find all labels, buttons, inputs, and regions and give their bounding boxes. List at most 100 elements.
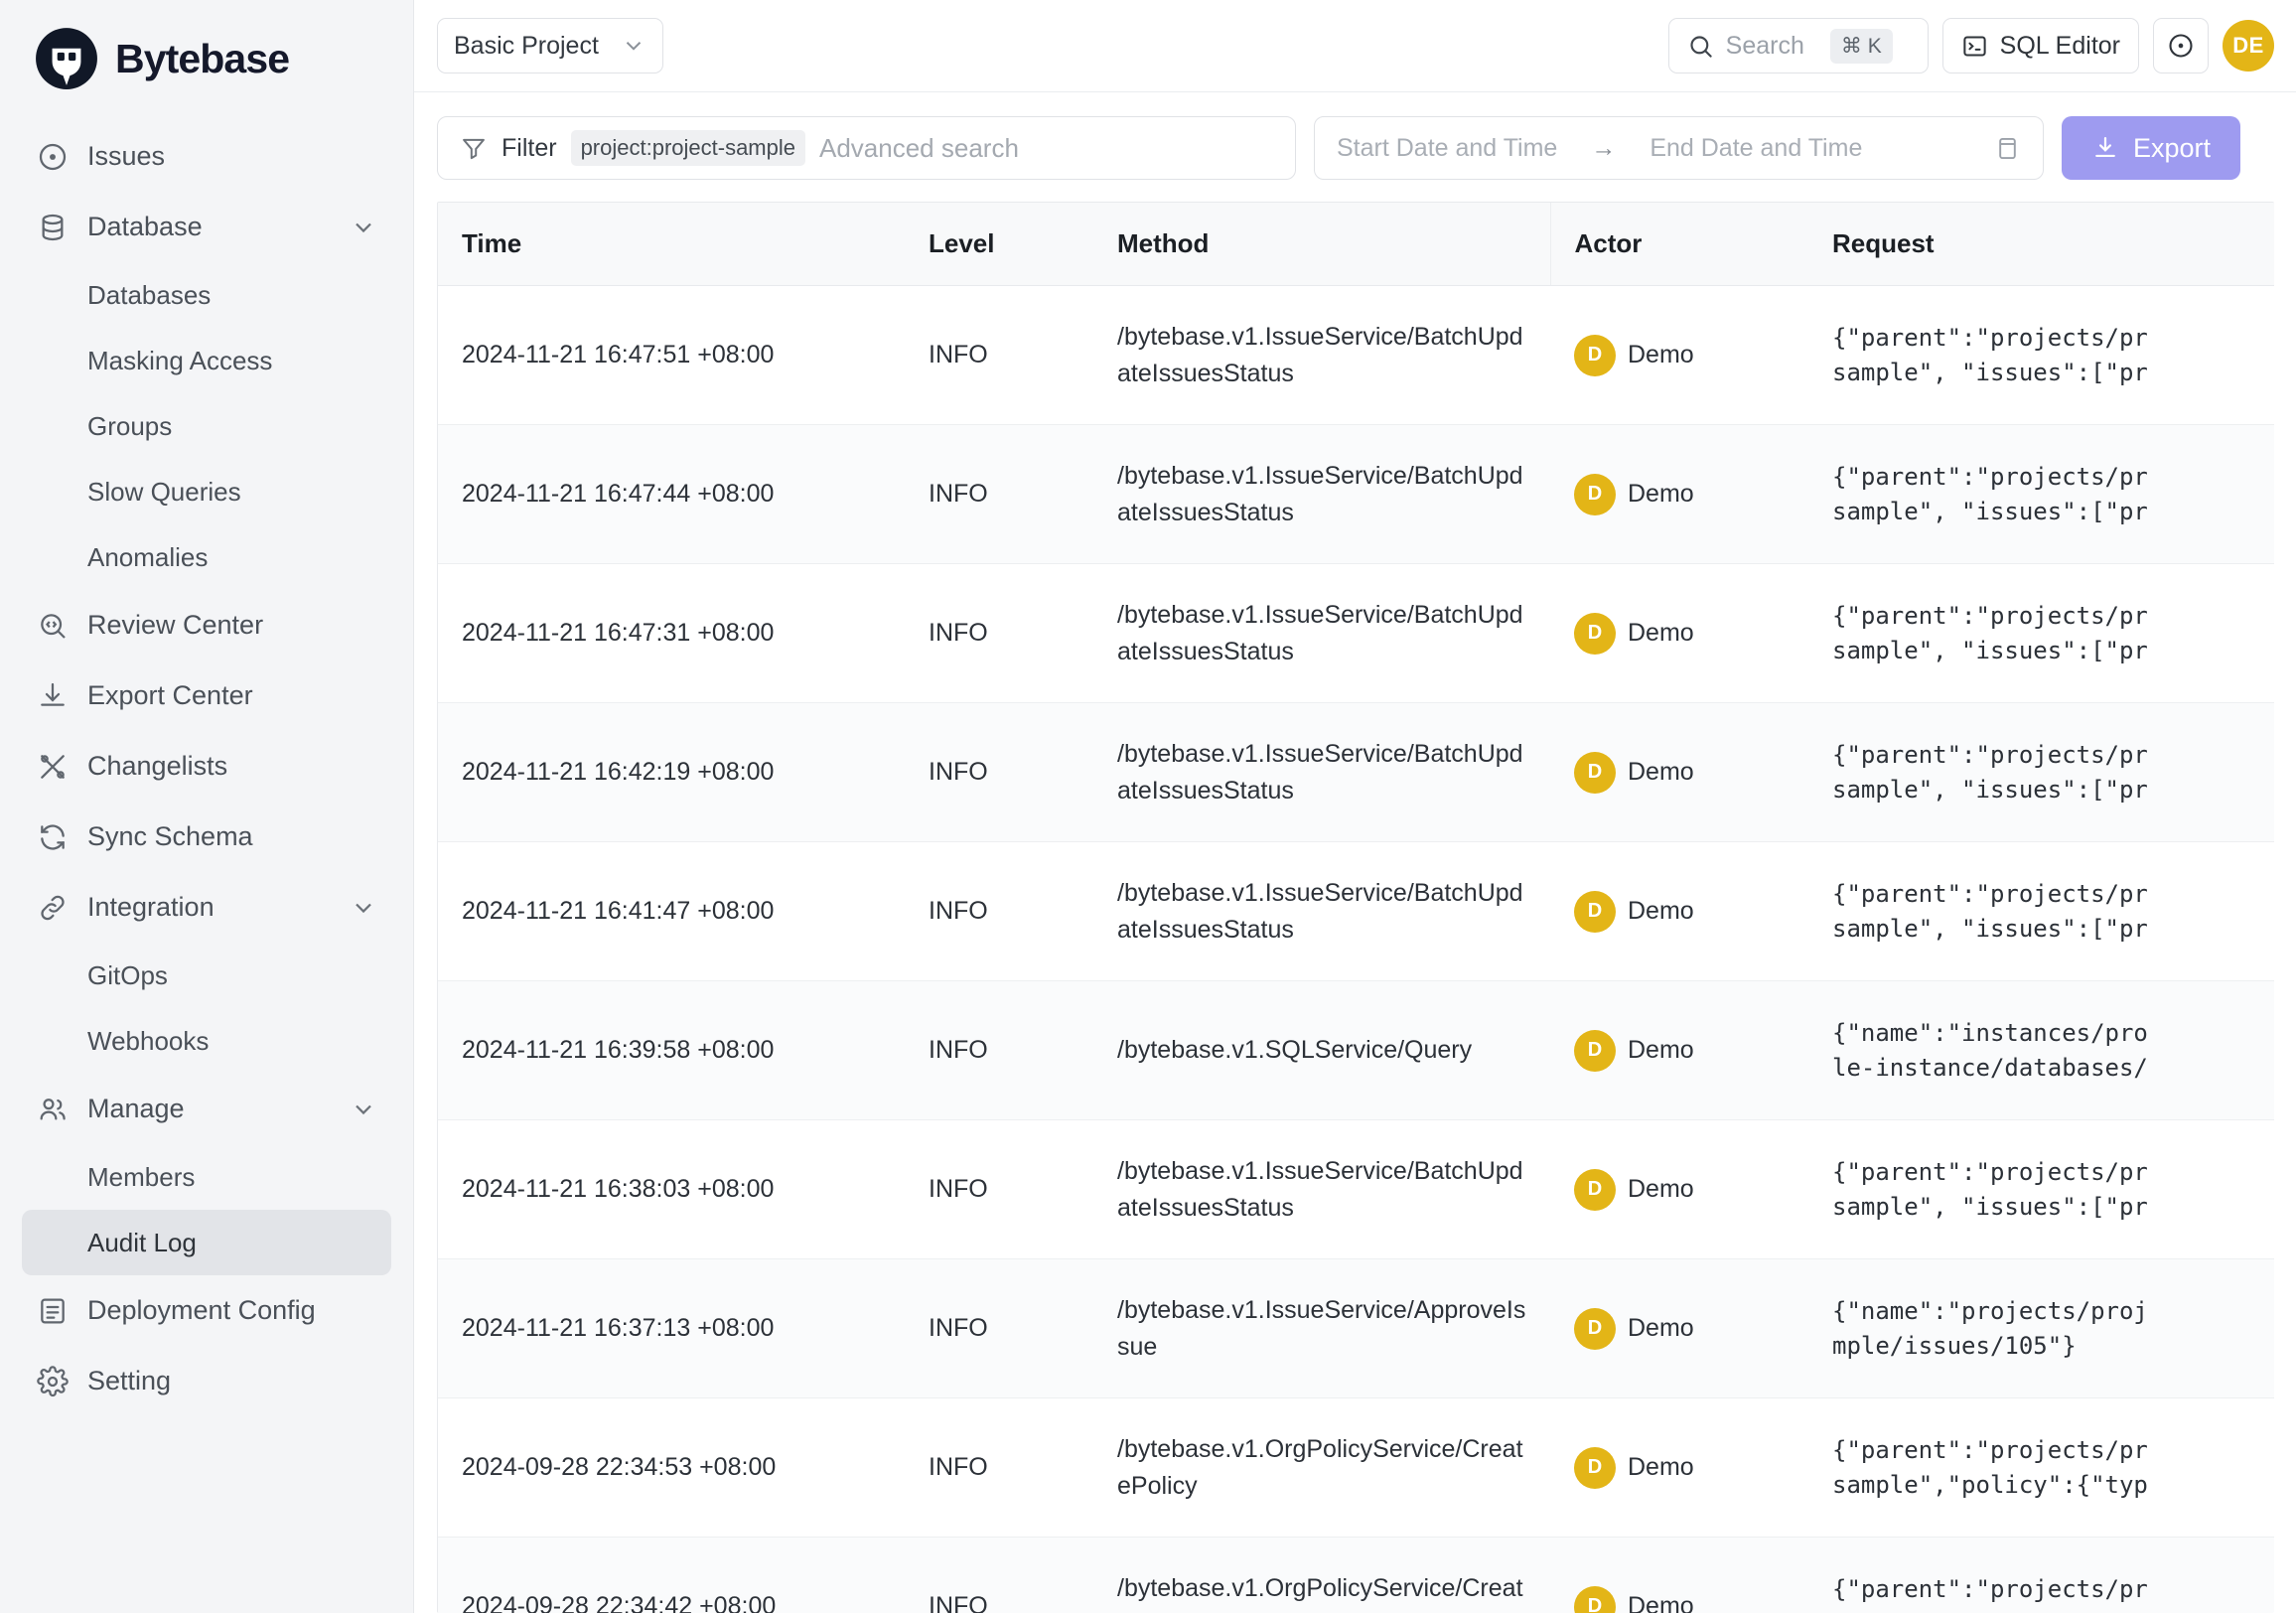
sql-editor-button[interactable]: SQL Editor — [1941, 18, 2139, 73]
cell-method: /bytebase.v1.IssueService/BatchUpdateIss… — [1093, 285, 1550, 425]
brand-logo[interactable]: Bytebase — [22, 0, 391, 117]
column-header-level[interactable]: Level — [905, 203, 1093, 286]
help-button[interactable] — [2153, 18, 2209, 73]
export-button[interactable]: Export — [2062, 116, 2240, 180]
cell-actor: D Demo — [1550, 841, 1808, 981]
avatar: D — [1574, 1168, 1616, 1211]
sidebar-item-manage[interactable]: Manage — [22, 1074, 391, 1144]
sidebar-item-issues[interactable]: Issues — [22, 121, 391, 192]
sidebar-item-slow-queries[interactable]: Slow Queries — [22, 459, 391, 524]
cell-request: {"parent":"projects/pr sample", "issues"… — [1808, 285, 2274, 425]
actor: D Demo — [1574, 1585, 1808, 1613]
export-label: Export — [2132, 132, 2212, 163]
audit-log-table-container[interactable]: Time Level Method Actor Request 2024-11-… — [437, 202, 2274, 1613]
cell-request: {"parent":"projects/pr sample", "issues"… — [1808, 702, 2274, 842]
sidebar-item-groups[interactable]: Groups — [22, 393, 391, 459]
search-icon — [1687, 33, 1714, 60]
sidebar-item-setting[interactable]: Setting — [22, 1346, 391, 1416]
cell-time: 2024-11-21 16:38:03 +08:00 — [438, 1119, 905, 1259]
search-input[interactable]: Search ⌘ K — [1667, 18, 1929, 73]
sidebar-item-webhooks[interactable]: Webhooks — [22, 1008, 391, 1074]
table-row[interactable]: 2024-11-21 16:47:31 +08:00 INFO/bytebase.… — [438, 563, 2274, 703]
cell-request: {"parent":"projects/pr sample", "issues"… — [1808, 563, 2274, 703]
sidebar-item-deployment-config[interactable]: Deployment Config — [22, 1275, 391, 1346]
sidebar-item-label: Review Center — [87, 610, 264, 640]
table-row[interactable]: 2024-09-28 22:34:42 +08:00 INFO/bytebase.… — [438, 1537, 2274, 1613]
sidebar-item-members[interactable]: Members — [22, 1144, 391, 1210]
sidebar: Bytebase Issues Database — [0, 0, 414, 1613]
cell-actor: D Demo — [1550, 980, 1808, 1120]
sidebar-subitem-label: GitOps — [87, 959, 168, 990]
sidebar-item-gitops[interactable]: GitOps — [22, 943, 391, 1008]
cell-actor: D Demo — [1550, 1258, 1808, 1398]
cell-method: /bytebase.v1.IssueService/BatchUpdateIss… — [1093, 424, 1550, 564]
search-shortcut-badge: ⌘ K — [1829, 28, 1893, 64]
cell-level: INFO — [905, 1119, 1093, 1259]
cell-level: INFO — [905, 1397, 1093, 1538]
table-row[interactable]: 2024-11-21 16:37:13 +08:00 INFO/bytebase.… — [438, 1258, 2274, 1398]
cell-method: /bytebase.v1.IssueService/BatchUpdateIss… — [1093, 702, 1550, 842]
sidebar-item-sync-schema[interactable]: Sync Schema — [22, 802, 391, 872]
database-icon — [36, 211, 70, 244]
sql-editor-label: SQL Editor — [1999, 31, 2120, 60]
sidebar-item-database[interactable]: Database — [22, 192, 391, 262]
cell-actor: D Demo — [1550, 563, 1808, 703]
actor: D Demo — [1574, 1307, 1808, 1350]
cell-time: 2024-11-21 16:47:44 +08:00 — [438, 424, 905, 564]
start-date-placeholder: Start Date and Time — [1337, 133, 1558, 162]
sidebar-item-changelists[interactable]: Changelists — [22, 731, 391, 802]
table-row[interactable]: 2024-11-21 16:41:47 +08:00 INFO/bytebase.… — [438, 841, 2274, 981]
sidebar-item-integration[interactable]: Integration — [22, 872, 391, 943]
sidebar-item-anomalies[interactable]: Anomalies — [22, 524, 391, 590]
table-row[interactable]: 2024-11-21 16:42:19 +08:00 INFO/bytebase.… — [438, 702, 2274, 842]
actor: D Demo — [1574, 751, 1808, 794]
filter-search-input[interactable]: Filter project:project-sample Advanced s… — [437, 116, 1296, 180]
column-header-time[interactable]: Time — [438, 203, 905, 286]
filter-chip-project[interactable]: project:project-sample — [570, 130, 805, 166]
sidebar-item-review-center[interactable]: Review Center — [22, 590, 391, 660]
cell-time: 2024-11-21 16:42:19 +08:00 — [438, 702, 905, 842]
sidebar-item-export-center[interactable]: Export Center — [22, 660, 391, 731]
cell-request: {"parent":"projects/pr sample", "issues"… — [1808, 1119, 2274, 1259]
avatar: D — [1574, 334, 1616, 376]
arrow-right-icon: → — [1591, 133, 1617, 162]
table-row[interactable]: 2024-11-21 16:38:03 +08:00 INFO/bytebase.… — [438, 1119, 2274, 1259]
cell-method: /bytebase.v1.IssueService/BatchUpdateIss… — [1093, 1119, 1550, 1259]
chevron-down-icon[interactable] — [350, 214, 377, 241]
chevron-down-icon[interactable] — [350, 894, 377, 922]
column-header-request[interactable]: Request — [1808, 203, 2274, 286]
cell-time: 2024-09-28 22:34:53 +08:00 — [438, 1397, 905, 1538]
user-avatar[interactable]: DE — [2223, 20, 2274, 72]
cell-level: INFO — [905, 1537, 1093, 1613]
cell-method: /bytebase.v1.OrgPolicyService/CreatePoli… — [1093, 1397, 1550, 1538]
chevron-down-icon[interactable] — [350, 1096, 377, 1123]
sidebar-item-masking-access[interactable]: Masking Access — [22, 328, 391, 393]
table-row[interactable]: 2024-11-21 16:39:58 +08:00 INFO/bytebase.… — [438, 980, 2274, 1120]
sidebar-item-databases[interactable]: Databases — [22, 262, 391, 328]
table-row[interactable]: 2024-11-21 16:47:51 +08:00 INFO/bytebase.… — [438, 285, 2274, 425]
avatar: D — [1574, 612, 1616, 655]
column-header-method[interactable]: Method — [1093, 203, 1550, 286]
cell-actor: D Demo — [1550, 424, 1808, 564]
cell-time: 2024-11-21 16:47:51 +08:00 — [438, 285, 905, 425]
table-row[interactable]: 2024-09-28 22:34:53 +08:00 INFO/bytebase.… — [438, 1397, 2274, 1538]
actor: D Demo — [1574, 612, 1808, 655]
actor-name: Demo — [1628, 1036, 1694, 1064]
actor: D Demo — [1574, 1029, 1808, 1072]
changelist-icon — [36, 750, 70, 784]
users-icon — [36, 1093, 70, 1126]
topbar: Basic Project Search ⌘ K — [414, 0, 2296, 92]
column-header-actor[interactable]: Actor — [1549, 203, 1808, 286]
sidebar-item-audit-log[interactable]: Audit Log — [22, 1210, 391, 1275]
cell-method: /bytebase.v1.IssueService/BatchUpdateIss… — [1093, 563, 1550, 703]
cell-level: INFO — [905, 702, 1093, 842]
date-range-picker[interactable]: Start Date and Time → End Date and Time — [1314, 116, 2044, 180]
actor: D Demo — [1574, 1168, 1808, 1211]
actor: D Demo — [1574, 890, 1808, 933]
sidebar-nav: Issues Database Databases Masking Access — [22, 121, 391, 1416]
advanced-search-placeholder: Advanced search — [819, 132, 1019, 163]
cell-level: INFO — [905, 841, 1093, 981]
project-selector[interactable]: Basic Project — [437, 18, 663, 73]
table-row[interactable]: 2024-11-21 16:47:44 +08:00 INFO/bytebase.… — [438, 424, 2274, 564]
